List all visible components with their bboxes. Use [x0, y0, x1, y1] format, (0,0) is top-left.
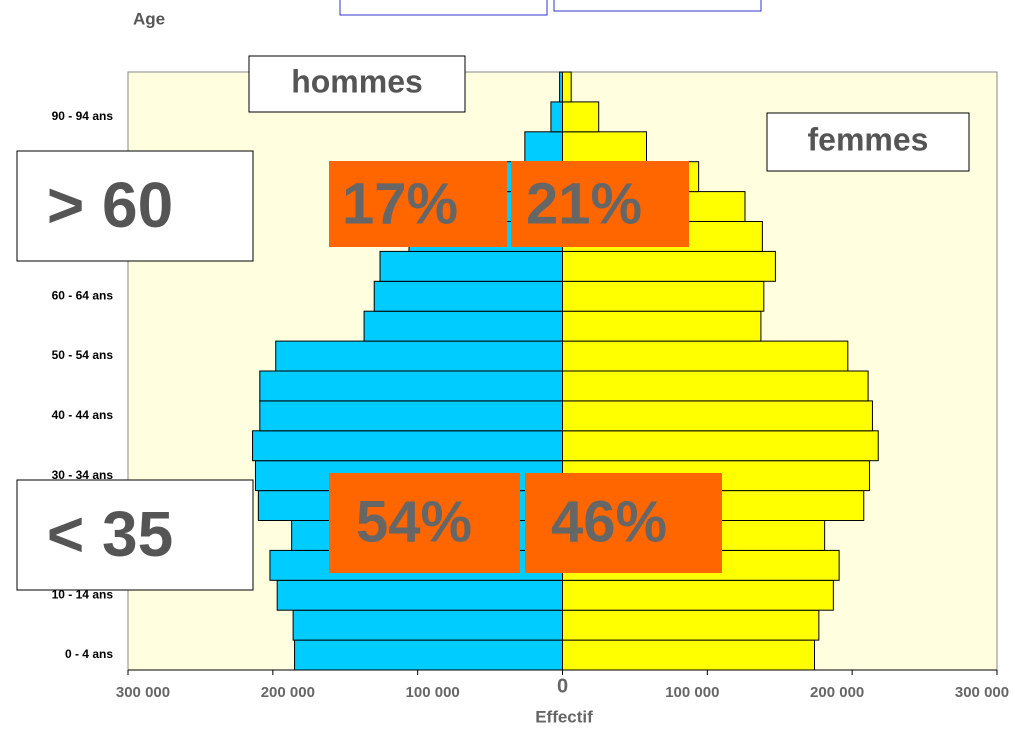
annotation-box [329, 473, 520, 573]
annotations: hommes femmes > 60 < 35 17% 21% 54% 46% [16, 55, 970, 591]
bar [373, 280, 564, 312]
bar [379, 250, 564, 282]
annotation-box [329, 161, 507, 247]
top-box [339, 0, 548, 16]
annotation: 17% [342, 171, 458, 236]
bar [562, 609, 820, 641]
x-tick-label: 100 000 [406, 684, 460, 701]
top-box [553, 0, 762, 12]
annotation-box [525, 473, 722, 573]
legend-box [248, 55, 466, 113]
annotation: 46% [551, 489, 667, 554]
y-tick-label: 10 - 14 ans [52, 587, 114, 601]
y-tick-label: 0 - 4 ans [65, 647, 113, 661]
y-tick-label: 40 - 44 ans [52, 408, 114, 422]
bar [550, 101, 563, 133]
y-tick-label: 90 - 94 ans [52, 109, 114, 123]
y-tick-label: 60 - 64 ans [52, 288, 114, 302]
legend-label: hommes [291, 63, 423, 99]
bar [562, 280, 765, 312]
bar [259, 370, 563, 402]
x-tick-label: 0 [557, 675, 568, 697]
bar [562, 131, 648, 163]
bar [562, 639, 816, 671]
x-tick-label: 200 000 [810, 684, 864, 701]
x-tick-label: 300 000 [116, 684, 170, 701]
annotation: < 35 [47, 498, 173, 570]
x-tick-label: 200 000 [261, 684, 315, 701]
bar [562, 250, 776, 282]
bar [562, 310, 762, 342]
bar [363, 310, 563, 342]
bar [292, 609, 563, 641]
annotation: > 60 [47, 169, 173, 241]
y-tick-label: 30 - 34 ans [52, 468, 114, 482]
y-tick-label: 50 - 54 ans [52, 348, 114, 362]
legend-label: femmes [808, 121, 929, 157]
bar [524, 131, 563, 163]
annotation: 21% [526, 171, 642, 236]
annotation: 54% [356, 489, 472, 554]
bar [275, 340, 563, 372]
x-tick-label: 100 000 [665, 684, 719, 701]
bar [259, 400, 563, 432]
annotation-box [16, 150, 254, 262]
bar [294, 639, 563, 671]
bar [562, 579, 834, 611]
bar [562, 430, 879, 462]
annotation-box [511, 161, 689, 247]
x-tick-label: 300 000 [955, 684, 1009, 701]
bar [562, 370, 869, 402]
bar [562, 101, 600, 133]
bar [562, 340, 849, 372]
annotation-box [16, 479, 254, 591]
bar [252, 430, 563, 462]
x-axis-label: Effectif [535, 707, 593, 726]
legend-box [766, 112, 970, 172]
bar [562, 400, 873, 432]
bar [276, 579, 563, 611]
bar [562, 71, 572, 103]
y-axis-label: Age [133, 9, 165, 28]
